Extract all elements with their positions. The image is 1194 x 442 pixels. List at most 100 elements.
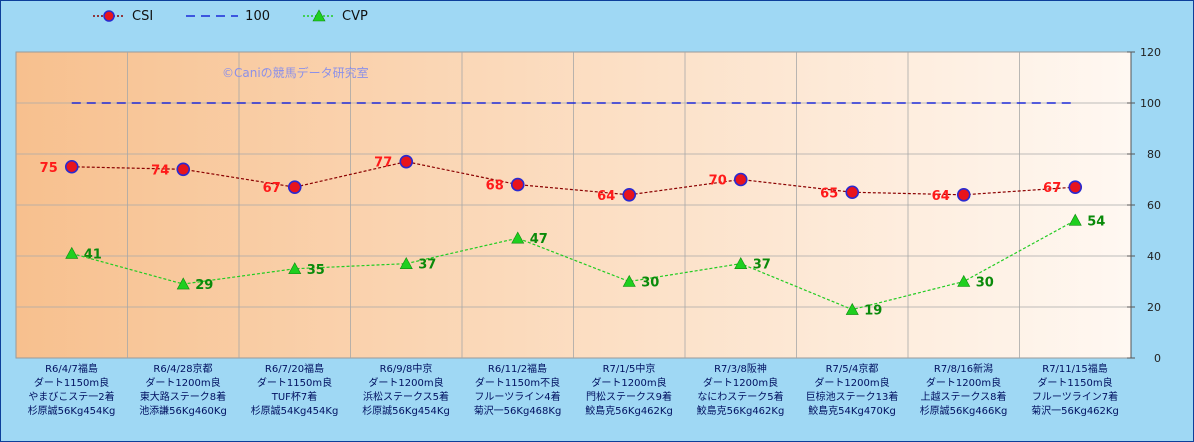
cvp-data-label: 37: [753, 258, 771, 273]
x-tick-label: R6/9/8中京 ダート1200m良 浜松ステークス5着 杉原誠56Kg454Kg: [351, 363, 462, 419]
csi-point: [399, 154, 414, 169]
csi-point: [845, 185, 860, 200]
x-tick-label-line: R7/1/5中京: [602, 364, 656, 375]
cvp-point: [957, 274, 971, 287]
csi-data-label: 68: [486, 179, 504, 194]
cvp-data-label: 30: [641, 276, 659, 291]
csi-data-label: 65: [820, 186, 838, 201]
legend-item-cvp: CVP: [302, 9, 368, 24]
x-tick-label-line: 杉原誠54Kg454Kg: [250, 406, 339, 417]
x-tick-label-line: 浜松ステークス5着: [362, 392, 450, 403]
cvp-data-label: 41: [84, 247, 102, 262]
x-tick-label-line: TUF杯7着: [271, 392, 318, 403]
cvp-point: [622, 274, 636, 287]
legend-cvp-swatch: [303, 9, 335, 22]
cvp-data-label: 30: [976, 276, 994, 291]
x-tick-label-line: R7/3/8阪神: [714, 364, 767, 375]
x-tick-label-line: ダート1200m良: [145, 378, 221, 389]
series-layer: 75 74 67 77 68 64 70 65 64 67 41 29 35 37 47 30 37 19 30 54: [40, 102, 1105, 319]
x-tick-label: R7/11/15福島 ダート1150m良 フルーツライン7着 菊沢一56Kg462Kg: [1020, 363, 1131, 419]
csi-point: [733, 172, 748, 187]
y-tick-label: 20: [1147, 301, 1161, 314]
legend-csi-swatch: [93, 10, 125, 22]
y-tick-label: 0: [1154, 352, 1161, 365]
legend-item-100: 100: [185, 9, 270, 24]
x-tick-label-line: 巨椋池ステーク13着: [805, 392, 899, 403]
x-tick-label-line: やまびこステ一2着: [28, 392, 115, 403]
cvp-point: [511, 231, 525, 244]
csi-point: [64, 159, 79, 174]
x-tick-label-line: ダート1200m良: [925, 378, 1002, 389]
cvp-point: [1068, 213, 1082, 226]
x-tick-label-line: 鮫島克54Kg470Kg: [808, 406, 896, 417]
cvp-data-label: 19: [864, 304, 882, 319]
csi-point: [176, 162, 191, 177]
x-tick-label: R7/5/4京都 ダート1200m良 巨椋池ステーク13着 鮫島克54Kg470Kg: [797, 363, 908, 419]
csi-point: [956, 188, 971, 202]
x-tick-label-line: ダート1200m良: [368, 378, 444, 389]
x-tick-label-line: ダート1150m良: [256, 378, 333, 389]
cvp-point: [288, 262, 302, 275]
cvp-data-label: 35: [307, 263, 325, 278]
y-axis: 0 20 40 60 80 100 120: [1127, 46, 1161, 365]
csi-data-label: 75: [40, 161, 58, 176]
x-tick-label-line: R7/5/4京都: [825, 364, 879, 375]
cvp-data-label: 29: [195, 278, 213, 293]
y-tick-label: 60: [1147, 199, 1161, 212]
x-tick-label-line: R6/9/8中京: [379, 364, 433, 375]
csi-point: [287, 180, 302, 194]
series-line-csi: [71, 161, 1076, 196]
x-tick-label: R7/1/5中京 ダート1200m良 門松ステークス9着 鮫島克56Kg462Kg: [574, 363, 685, 419]
csi-data-label: 67: [1043, 181, 1061, 196]
csi-data-label: 64: [932, 189, 950, 204]
cvp-data-label: 47: [530, 232, 548, 247]
x-tick-label-line: R6/7/20福島: [264, 364, 325, 375]
cvp-point: [845, 302, 859, 315]
y-tick-label: 80: [1147, 148, 1161, 161]
x-tick-label-line: なにわステーク5着: [697, 392, 784, 403]
x-tick-label-line: 杉原誠56Kg466Kg: [919, 406, 1008, 417]
x-tick-label: R6/4/7福島 ダート1150m良 やまびこステ一2着 杉原誠56Kg454Kg: [16, 363, 127, 419]
csi-data-label: 70: [709, 174, 727, 189]
legend-csi-label: CSI: [132, 8, 154, 24]
x-tick-label-line: R7/11/15福島: [1042, 364, 1108, 375]
y-tick-label: 120: [1140, 46, 1161, 59]
x-tick-label-line: ダート1200m良: [591, 378, 667, 389]
x-tick-label-line: 東大路ステーク8着: [139, 392, 227, 403]
x-tick-label-line: 門松ステークス9着: [585, 392, 673, 403]
x-tick-label-line: 上越ステークス8着: [920, 392, 1007, 403]
x-tick-label-line: 杉原誠56Kg454Kg: [27, 406, 116, 417]
csi-data-label: 64: [597, 189, 615, 204]
legend: CSI 100 CVP: [92, 4, 400, 28]
x-tick-label-line: 鮫島克56Kg462Kg: [585, 406, 673, 417]
legend-100-label: 100: [245, 8, 270, 24]
x-tick-label-line: ダート1150m良: [33, 378, 110, 389]
csi-point: [1068, 180, 1083, 194]
x-tick-label-line: 菊沢一56Kg462Kg: [1031, 406, 1119, 417]
x-tick-label-line: ダート1200m良: [814, 378, 890, 389]
x-tick-label-line: ダート1200m良: [702, 378, 779, 389]
legend-item-csi: CSI: [92, 9, 153, 24]
csi-data-label: 74: [151, 163, 169, 178]
x-tick-label-line: 杉原誠56Kg454Kg: [362, 406, 450, 417]
series-line-cvp: [71, 219, 1076, 311]
watermark-text: ©Caniの競馬データ研究室: [222, 65, 369, 80]
cvp-data-label: 37: [418, 258, 436, 273]
cvp-point: [734, 257, 748, 269]
x-tick-label-line: 池添謙56Kg460Kg: [139, 406, 227, 417]
x-tick-label-line: 鮫島克56Kg462Kg: [696, 406, 785, 417]
x-tick-label: R6/4/28京都 ダート1200m良 東大路ステーク8着 池添謙56Kg460Kg: [128, 363, 239, 419]
x-tick-label-line: 菊沢一56Kg468Kg: [473, 406, 562, 417]
cvp-point: [176, 277, 190, 290]
csi-data-label: 77: [374, 156, 392, 171]
cvp-point: [65, 246, 79, 259]
legend-cvp-label: CVP: [342, 8, 368, 24]
x-tick-label-line: ダート1150m不良: [474, 378, 561, 389]
x-tick-label-line: フルーツライン4着: [474, 392, 561, 403]
x-tick-label: R6/11/2福島 ダート1150m不良 フルーツライン4着 菊沢一56Kg468Kg: [462, 363, 573, 419]
legend-100-swatch: [186, 15, 239, 17]
csi-point: [622, 188, 637, 202]
x-tick-label: R6/7/20福島 ダート1150m良 TUF杯7着杉原誠54Kg454Kg: [239, 363, 350, 419]
y-tick-label: 40: [1147, 250, 1161, 263]
